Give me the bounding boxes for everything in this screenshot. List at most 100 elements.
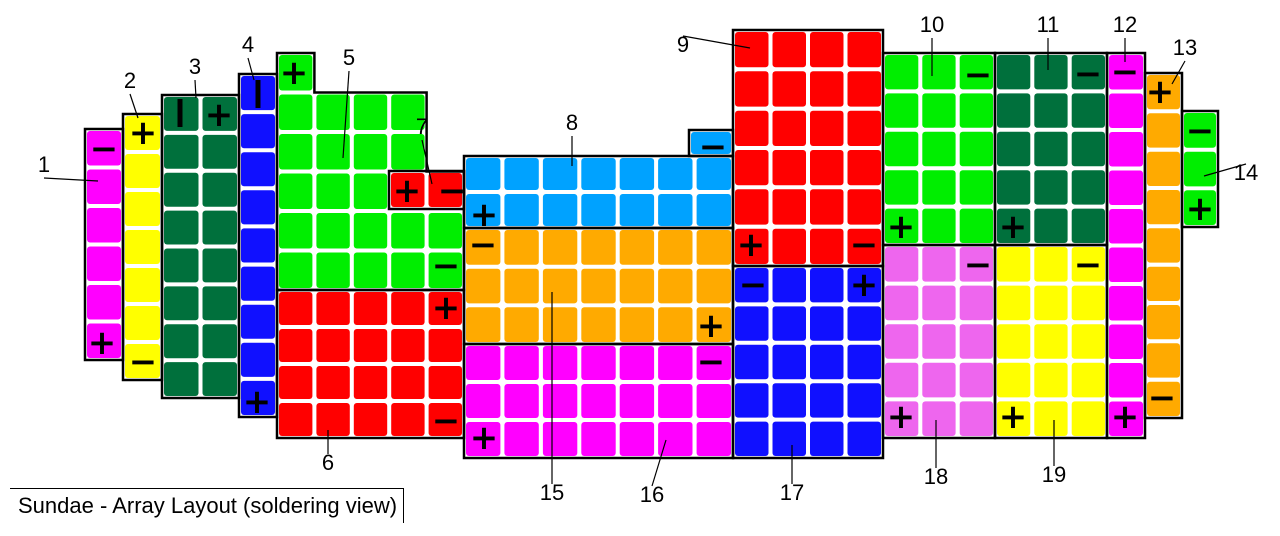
- leader-lines: [43, 35, 1247, 487]
- cell: [1147, 190, 1180, 225]
- cell: [353, 94, 388, 130]
- cell: [581, 307, 616, 342]
- cell: [735, 228, 769, 264]
- cell: [696, 194, 731, 226]
- leader-line-5: [342, 70, 350, 159]
- cell: [1034, 247, 1068, 282]
- cell: [619, 307, 655, 342]
- cell: [1184, 151, 1216, 187]
- block-label-7: 7: [416, 114, 428, 139]
- minus-terminal-marker: −: [964, 55, 993, 95]
- cell: [847, 268, 881, 303]
- cell: [1034, 401, 1068, 436]
- cell: [922, 362, 956, 398]
- cell: [391, 134, 425, 170]
- cell: [125, 116, 160, 150]
- cell: [466, 307, 501, 342]
- minus-terminal-marker: −: [739, 265, 768, 305]
- cell: [202, 210, 237, 245]
- cell: [847, 71, 881, 107]
- cell: [922, 247, 956, 282]
- cell: [1071, 170, 1105, 205]
- minus-terminal-marker: −: [129, 342, 158, 382]
- block-label-17: 17: [780, 480, 804, 505]
- leader-line-4: [247, 57, 255, 81]
- plus-terminal-marker: +: [205, 95, 234, 135]
- cell: [959, 285, 993, 321]
- block-outlines: [83, 28, 1220, 460]
- cell: [466, 268, 501, 304]
- cell: [241, 342, 275, 377]
- cell: [87, 208, 121, 243]
- cell: [810, 32, 844, 68]
- block-12: [1107, 53, 1145, 438]
- cell: [810, 268, 844, 303]
- cell: [164, 286, 199, 321]
- minus-terminal-marker: −: [697, 342, 726, 382]
- polarity-bar-marker: [177, 99, 183, 127]
- cell: [772, 71, 806, 107]
- cell: [1147, 343, 1180, 378]
- cell: [997, 170, 1031, 205]
- leader-line-1: [43, 177, 99, 182]
- cell: [885, 285, 919, 321]
- cell: [691, 132, 731, 154]
- cell: [125, 230, 160, 264]
- cell: [772, 32, 806, 68]
- plus-terminal-marker: +: [129, 113, 158, 153]
- plus-terminal-marker: +: [999, 207, 1028, 247]
- cell: [241, 190, 275, 225]
- cell: [581, 384, 616, 418]
- cell: [959, 93, 993, 128]
- block-19-outline: [993, 243, 1109, 440]
- cell: [1147, 113, 1180, 148]
- cell: [466, 422, 501, 456]
- cell: [1184, 190, 1216, 225]
- cell: [542, 422, 578, 456]
- cell: [922, 93, 956, 128]
- block-15: [464, 228, 733, 344]
- cell: [772, 228, 806, 264]
- cell: [810, 71, 844, 107]
- cell: [1109, 93, 1143, 128]
- minus-terminal-marker: −: [1186, 111, 1215, 151]
- cell: [1071, 401, 1105, 436]
- block-1: [85, 129, 123, 360]
- cell: [696, 346, 731, 380]
- cell: [772, 344, 806, 380]
- cell: [810, 421, 844, 456]
- cell: [922, 170, 956, 205]
- minus-terminal-marker: −: [1074, 54, 1103, 94]
- cell: [202, 286, 237, 321]
- cell: [658, 346, 693, 380]
- cell: [696, 384, 731, 418]
- cell: [619, 158, 655, 190]
- cell: [696, 307, 731, 342]
- cell: [1147, 305, 1180, 340]
- cell: [353, 173, 388, 209]
- plus-terminal-marker: +: [850, 265, 879, 305]
- cell: [279, 329, 313, 362]
- cell: [466, 158, 501, 190]
- cell: [1071, 285, 1105, 321]
- leader-line-7: [421, 139, 433, 185]
- cell: [202, 362, 237, 396]
- leader-line-14: [1203, 163, 1247, 177]
- cell: [466, 384, 501, 418]
- cell: [885, 362, 919, 398]
- cell: [391, 403, 425, 436]
- cell: [735, 150, 769, 186]
- block-label-3: 3: [189, 54, 201, 79]
- cell: [772, 306, 806, 341]
- plus-terminal-marker: +: [887, 397, 916, 437]
- block-13-outline: [1143, 71, 1184, 420]
- cell: [1147, 381, 1180, 416]
- cell: [504, 422, 539, 456]
- cell: [885, 208, 919, 243]
- cell: [1071, 93, 1105, 128]
- cell: [542, 230, 578, 265]
- cell: [466, 194, 501, 226]
- cell: [959, 247, 993, 282]
- cell: [847, 344, 881, 380]
- cell: [997, 55, 1031, 90]
